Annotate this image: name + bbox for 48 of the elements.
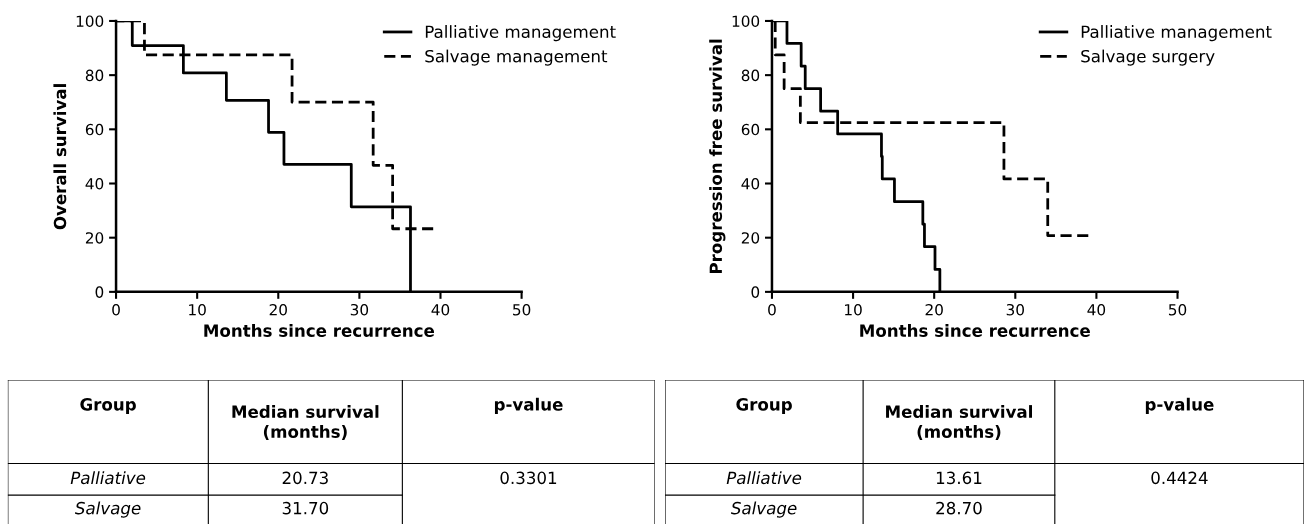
- text: Salvage: [75, 501, 141, 518]
- y-tick-label: 60: [85, 123, 104, 136]
- x-tick-label: 10: [189, 303, 206, 316]
- y-tick-label: 100: [732, 15, 760, 27]
- text: Palliative: [726, 471, 802, 485]
- x-tick-label: 30: [1006, 303, 1024, 316]
- legend-label: Palliative management: [1081, 25, 1272, 42]
- x-tick-label: 40: [431, 303, 450, 316]
- text: Median survival (months): [886, 405, 1032, 440]
- text: 28.70: [936, 501, 982, 515]
- x-tick-label: 10: [845, 303, 862, 316]
- text: 13.61: [936, 471, 982, 485]
- y-tick-label: 100: [76, 15, 104, 27]
- text: p-value: [494, 397, 563, 414]
- text: Salvage: [731, 501, 797, 518]
- y-tick-label: 40: [741, 177, 760, 190]
- x-axis-title: Months since recurrence: [204, 324, 435, 337]
- y-tick-label: 80: [85, 69, 104, 82]
- x-tick-label: 50: [513, 303, 531, 316]
- y-axis-title: Overall survival: [53, 84, 67, 230]
- x-tick-label: 20: [269, 303, 287, 316]
- x-axis-title: Months since recurrence: [860, 324, 1090, 337]
- text: Group: [80, 398, 136, 414]
- x-tick-label: 0: [768, 303, 776, 316]
- text: 0.3301: [500, 471, 557, 485]
- y-tick-label: 20: [85, 232, 104, 244]
- text: Palliative: [70, 471, 146, 485]
- y-axis-title: Progression free survival: [709, 39, 726, 274]
- text: 20.73: [282, 471, 328, 485]
- x-tick-label: 50: [1168, 303, 1187, 316]
- text: 0.4424: [1151, 471, 1208, 485]
- text: 31.70: [282, 501, 329, 515]
- x-tick-label: 40: [1087, 303, 1106, 316]
- text: Group: [736, 398, 792, 414]
- x-tick-label: 20: [925, 303, 943, 316]
- legend-label: Palliative management: [425, 25, 616, 42]
- legend-label: Salvage management: [425, 49, 608, 66]
- text: p-value: [1145, 397, 1214, 414]
- y-tick-label: 0: [95, 286, 104, 298]
- y-tick-label: 60: [741, 123, 760, 136]
- x-tick-label: 0: [112, 303, 120, 316]
- y-tick-label: 20: [741, 232, 760, 244]
- y-tick-label: 80: [741, 69, 760, 82]
- y-tick-label: 0: [751, 286, 760, 298]
- x-tick-label: 30: [350, 303, 369, 316]
- y-tick-label: 40: [85, 177, 104, 190]
- legend-label: Salvage surgery: [1081, 49, 1215, 66]
- text: Median survival (months): [232, 405, 379, 440]
